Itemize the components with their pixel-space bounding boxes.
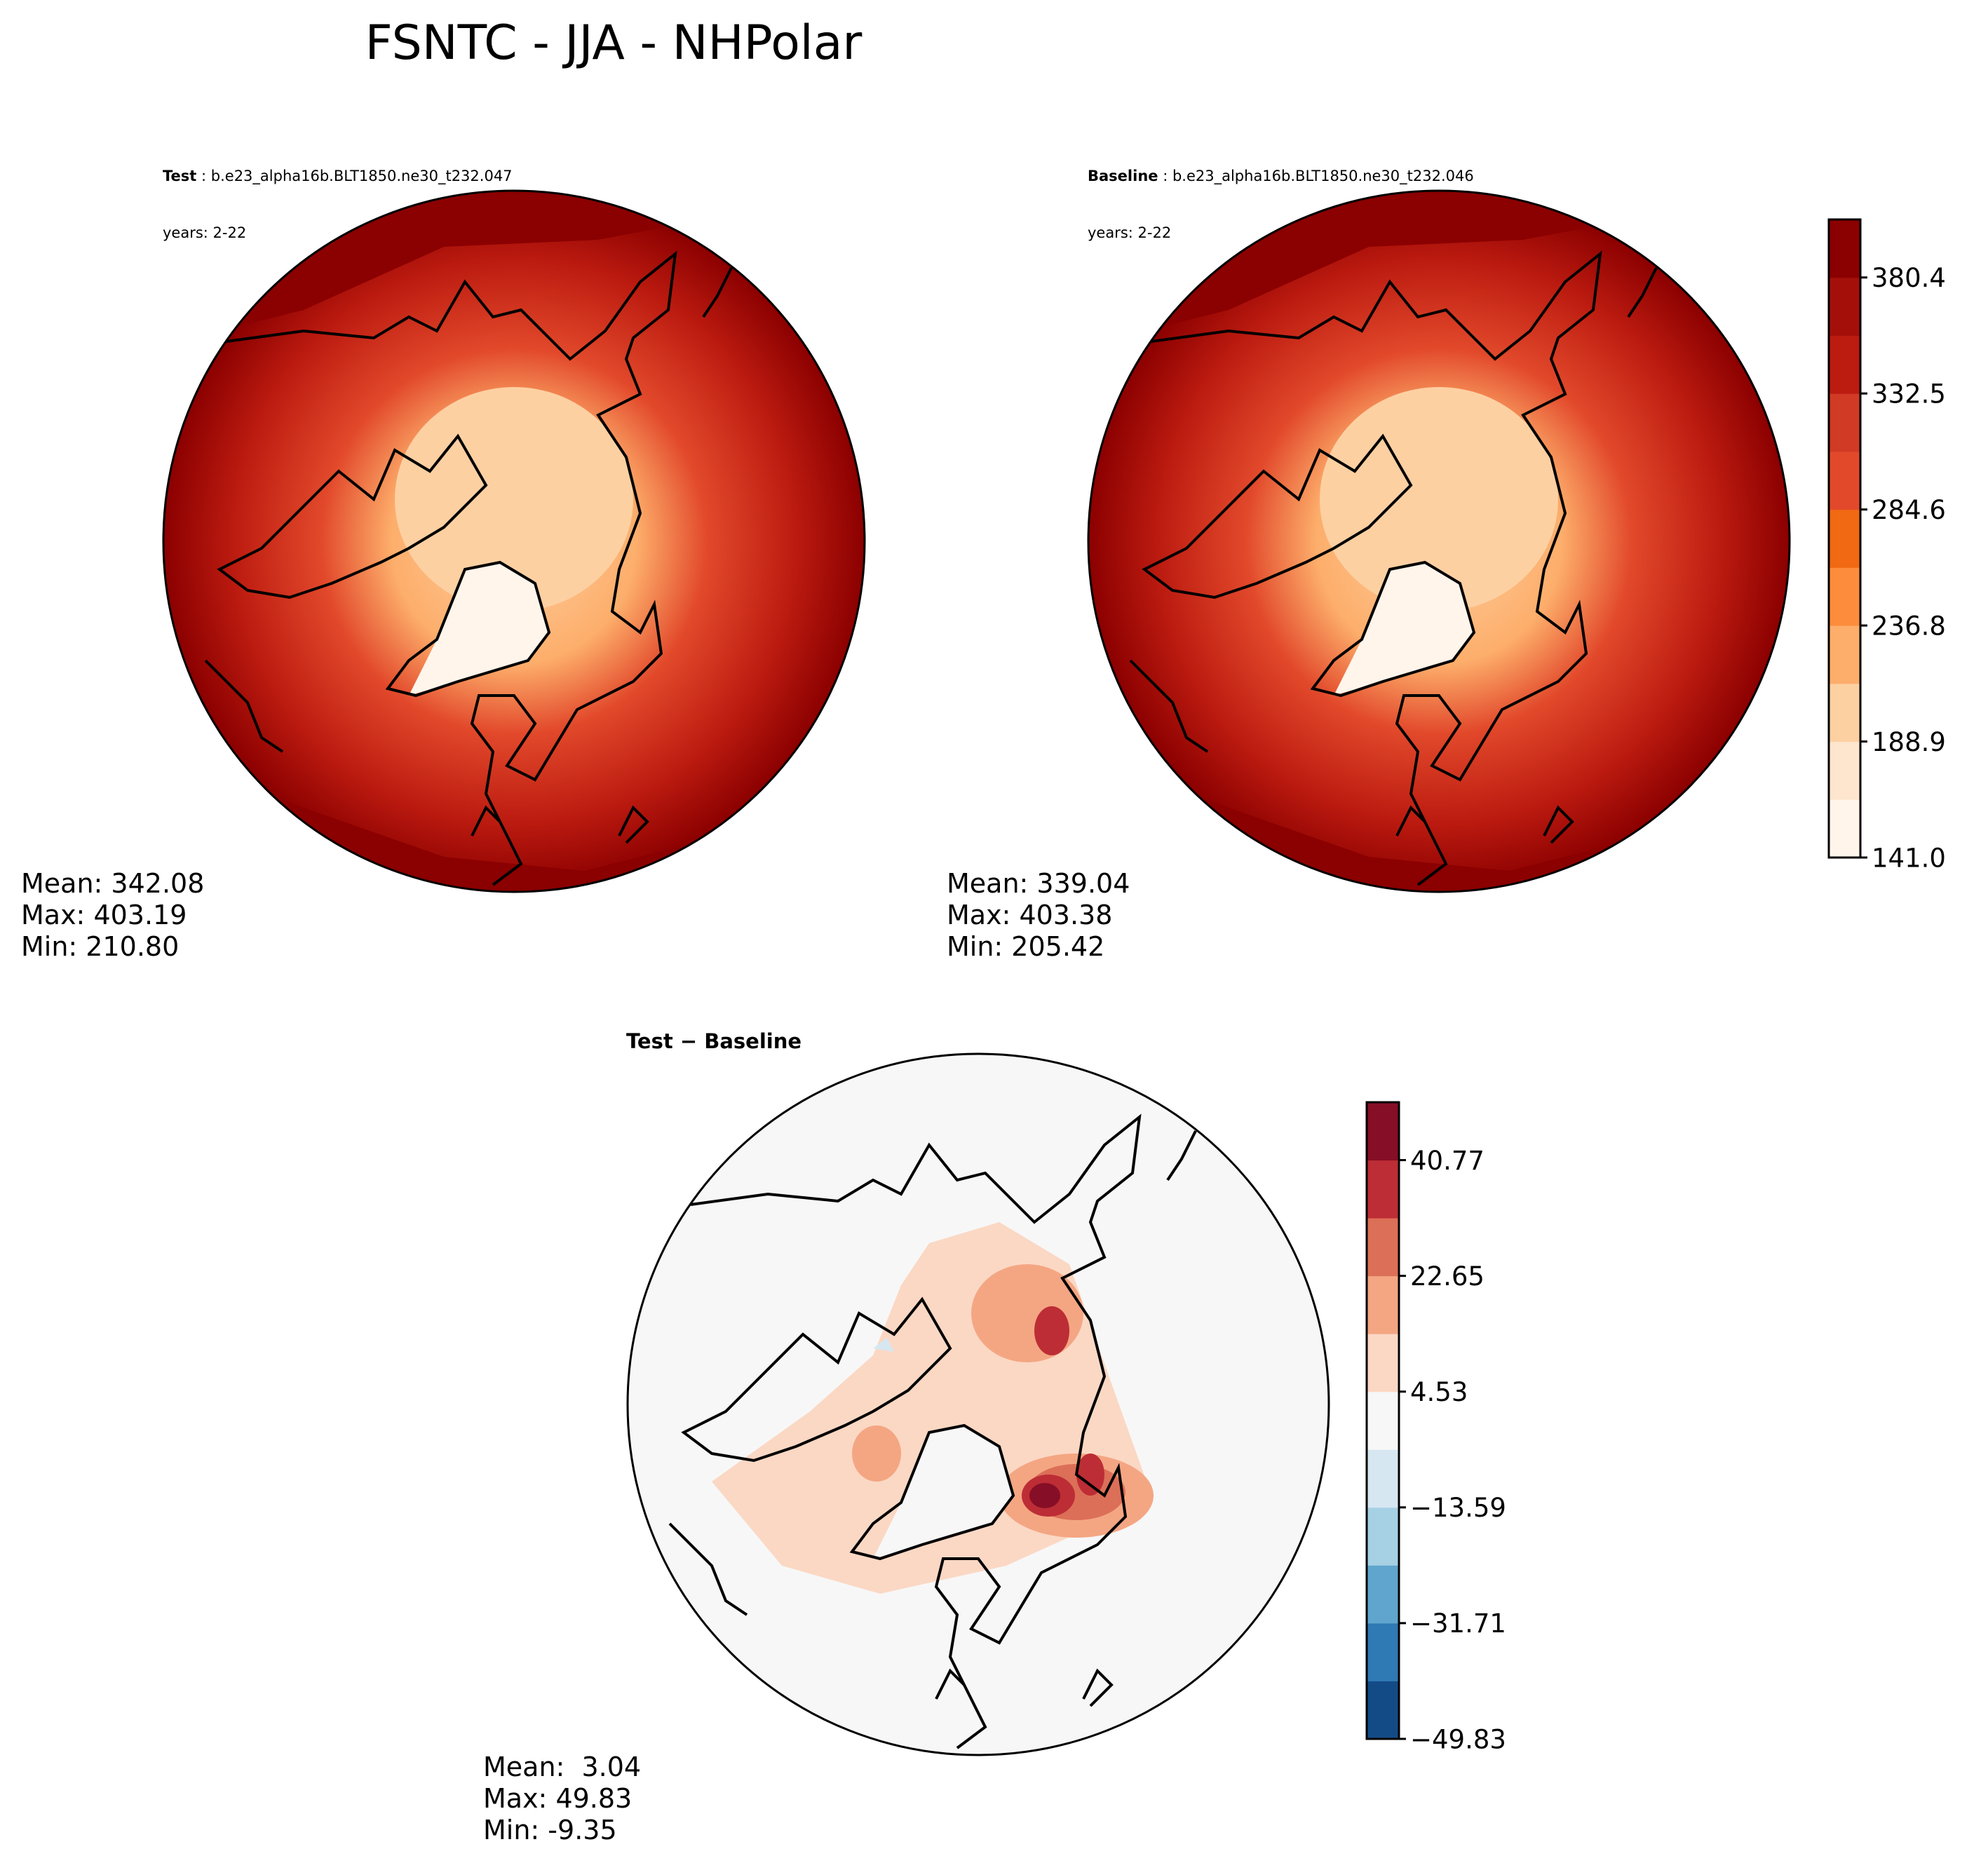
- diff-panel-title: Test − Baseline: [626, 1029, 802, 1053]
- diff-mean: Mean: 3.04: [483, 1752, 642, 1782]
- colorbar-segment: [1367, 1102, 1399, 1161]
- colorbar-tick-label: −49.83: [1410, 1724, 1506, 1754]
- colorbar-segment: [1367, 1681, 1399, 1740]
- test-label: Test: [163, 168, 197, 184]
- baseline-panel-header: Baseline : b.e23_alpha16b.BLT1850.ne30_t…: [1088, 168, 1474, 241]
- colorbar-tick-label: 22.65: [1410, 1261, 1485, 1292]
- baseline-case-name: b.e23_alpha16b.BLT1850.ne30_t232.046: [1172, 168, 1474, 184]
- colorbar-segment: [1829, 451, 1860, 510]
- baseline-years: years: 2-22: [1088, 224, 1172, 241]
- baseline-max: Max: 403.38: [947, 900, 1113, 930]
- colorbar-tick-label: 4.53: [1410, 1377, 1468, 1407]
- colorbar-tick-label: −13.59: [1410, 1493, 1506, 1523]
- diff-map: [626, 1052, 1330, 1756]
- colorbar-tick-label: 141.0: [1872, 843, 1946, 873]
- colorbar-tick-label: −31.71: [1410, 1608, 1506, 1639]
- diff-max: Max: 49.83: [483, 1783, 633, 1814]
- colorbar-segment: [1829, 567, 1860, 626]
- test-map: [162, 189, 866, 893]
- test-stats: Mean: 342.08 Max: 403.19 Min: 210.80: [21, 868, 204, 963]
- colorbar-tick-label: 188.9: [1872, 727, 1946, 757]
- colorbar-segment: [1367, 1507, 1399, 1566]
- diff-stats: Mean: 3.04 Max: 49.83 Min: -9.35: [483, 1752, 641, 1846]
- figure-title: FSNTC - JJA - NHPolar: [365, 15, 863, 71]
- colorbar-segment: [1829, 509, 1860, 568]
- colorbar-segment: [1829, 683, 1860, 743]
- baseline-mean: Mean: 339.04: [947, 868, 1130, 899]
- colorbar-segment: [1367, 1218, 1399, 1277]
- colorbar-segment: [1829, 393, 1860, 452]
- colorbar-tick-label: 380.4: [1872, 263, 1946, 293]
- test-case-name: b.e23_alpha16b.BLT1850.ne30_t232.047: [210, 168, 513, 184]
- test-panel-header: Test : b.e23_alpha16b.BLT1850.ne30_t232.…: [163, 168, 513, 241]
- colorbar-segment: [1367, 1565, 1399, 1624]
- colorbar-tick-label: 284.6: [1872, 495, 1946, 525]
- test-min: Min: 210.80: [21, 931, 180, 962]
- baseline-stats: Mean: 339.04 Max: 403.38 Min: 205.42: [947, 868, 1130, 963]
- test-max: Max: 403.19: [21, 900, 187, 930]
- colorbar-segment: [1829, 335, 1860, 394]
- colorbar-segment: [1829, 277, 1860, 336]
- colorbar-segment: [1367, 1622, 1399, 1681]
- baseline-min: Min: 205.42: [947, 931, 1105, 962]
- colorbar-tick-label: 40.77: [1410, 1146, 1485, 1176]
- colorbar-segment: [1367, 1275, 1399, 1334]
- colorbar-segment: [1829, 799, 1860, 858]
- baseline-map: [1087, 189, 1791, 893]
- main-colorbar: 141.0 188.9 236.8 284.6 332.5 380.4: [1827, 218, 1946, 873]
- colorbar-tick-label: 236.8: [1872, 611, 1946, 641]
- colorbar-segment: [1367, 1449, 1399, 1508]
- colorbar-tick-label: 332.5: [1872, 379, 1946, 409]
- colorbar-segment: [1367, 1334, 1399, 1393]
- colorbar-segment: [1829, 741, 1860, 800]
- colorbar-segment: [1829, 219, 1860, 278]
- colorbar-segment: [1367, 1391, 1399, 1450]
- baseline-label: Baseline: [1088, 168, 1158, 184]
- colorbar-segment: [1367, 1160, 1399, 1219]
- test-mean: Mean: 342.08: [21, 868, 205, 899]
- colorbar-segment: [1829, 625, 1860, 684]
- test-years: years: 2-22: [163, 224, 247, 241]
- diff-colorbar: −49.83 −31.71 −13.59 4.53 22.65 40.77: [1365, 1101, 1506, 1754]
- diff-min: Min: -9.35: [483, 1815, 617, 1845]
